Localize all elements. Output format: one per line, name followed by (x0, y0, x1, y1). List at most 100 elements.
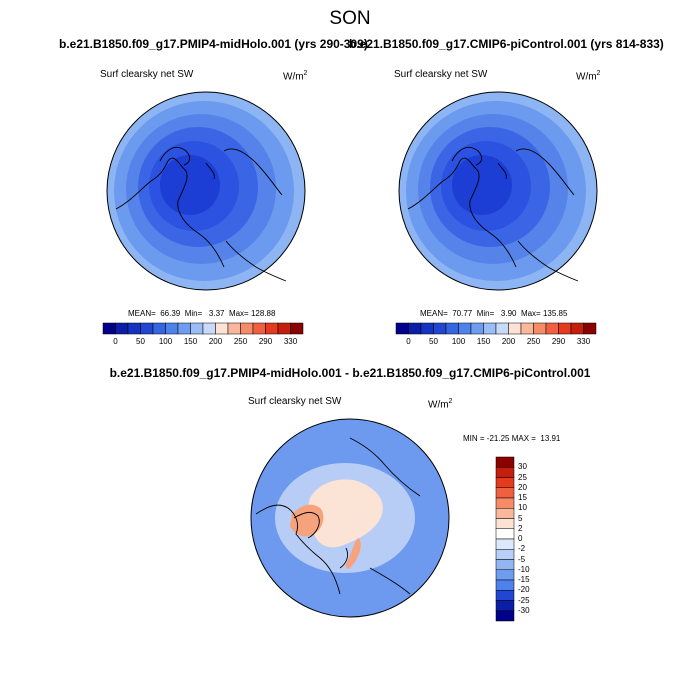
colorbar-tick-label: 250 (526, 337, 541, 346)
diff-units-text: W/m (428, 399, 449, 411)
colorbar-swatch (583, 322, 597, 335)
colorbar-swatch (570, 322, 584, 335)
right-units-text: W/m (576, 71, 597, 83)
colorbar-tick-label: 0 (518, 534, 523, 543)
colorbar-swatch (495, 477, 515, 488)
colorbar-swatch (495, 518, 515, 529)
colorbar-swatch (140, 322, 154, 335)
coastlines (115, 147, 287, 282)
coastlines (255, 437, 421, 595)
colorbar-swatch (152, 322, 166, 335)
colorbar-swatch (495, 590, 515, 601)
colorbar-swatch (495, 508, 515, 519)
colorbar-tick-label: -10 (518, 564, 530, 574)
colorbar-tick-label: 250 (233, 337, 248, 346)
colorbar-swatch (495, 579, 515, 591)
right-units-exp: 2 (596, 70, 601, 77)
colorbar-swatch (558, 322, 572, 335)
colorbar-swatch (545, 322, 559, 335)
colorbar-swatch (177, 322, 191, 335)
colorbar-swatch (495, 538, 515, 550)
colorbar-swatch (395, 322, 409, 335)
right-variable-label: Surf clearsky net SW (394, 69, 488, 80)
colorbar-tick-label: 30 (518, 462, 527, 472)
colorbar-tick-label: 50 (429, 337, 438, 346)
colorbar-tick-label: -5 (518, 554, 526, 564)
colorbar-tick-label: 100 (158, 337, 173, 346)
colorbar-swatch (520, 322, 534, 335)
colorbar-swatch (483, 322, 497, 335)
colorbar-tick-label: 200 (501, 337, 516, 346)
right-colorbar (395, 322, 597, 335)
colorbar-swatch (420, 322, 434, 335)
colorbar-swatch (470, 322, 484, 335)
colorbar-swatch (165, 322, 179, 335)
colorbar-swatch (265, 322, 279, 335)
left-polar-map (106, 91, 306, 291)
colorbar-swatch (433, 322, 447, 335)
colorbar-swatch (227, 322, 241, 335)
figure-title: SON (329, 8, 371, 29)
left-units-exp: 2 (303, 70, 308, 77)
diff-stats: MIN = -21.25 MAX = 13.91 (463, 434, 561, 443)
colorbar-tick-label: 330 (283, 337, 298, 346)
colorbar-swatch (495, 549, 515, 560)
colorbar-tick-label: 100 (451, 337, 466, 346)
colorbar-tick-label: -15 (518, 575, 530, 584)
colorbar-swatch (190, 322, 204, 335)
colorbar-tick-label: 200 (208, 337, 223, 346)
left-colorbar-labels: 0 50 100 150 200 250 290 330 (103, 337, 303, 349)
colorbar-tick-label: 15 (518, 493, 527, 502)
diff-variable-label: Surf clearsky net SW (248, 396, 342, 407)
colorbar-tick-label: 2 (518, 523, 523, 533)
left-stats: MEAN= 66.39 Min= 3.37 Max= 128.88 (128, 309, 276, 318)
colorbar-swatch (495, 559, 515, 570)
colorbar-tick-label: 150 (476, 337, 491, 346)
colorbar-tick-label: -20 (518, 585, 530, 595)
colorbar-tick-label: 10 (518, 503, 527, 513)
map-outline (398, 91, 598, 291)
colorbar-tick-label: 330 (576, 337, 591, 346)
diff-units-exp: 2 (448, 398, 453, 405)
map-outline (250, 418, 450, 618)
map-outline (106, 91, 306, 291)
colorbar-tick-label: 50 (136, 337, 145, 346)
colorbar-swatch (445, 322, 459, 335)
map-band-inner (160, 155, 220, 215)
map-band-inner (452, 155, 512, 215)
colorbar-swatch (495, 467, 515, 478)
colorbar-tick-label: 290 (551, 337, 566, 346)
diff-units-label: W/m2 (428, 398, 452, 410)
right-case-title: b.e21.B1850.f09_g17.CMIP6-piControl.001 … (349, 37, 664, 51)
colorbar-swatch (495, 569, 515, 581)
colorbar-swatch (102, 322, 116, 335)
colorbar-swatch (408, 322, 422, 335)
map-warm-region (290, 504, 324, 537)
colorbar-tick-label: 25 (518, 472, 527, 482)
colorbar-tick-label: 150 (183, 337, 198, 346)
difference-polar-map (250, 418, 450, 618)
colorbar-tick-label: 0 (113, 337, 118, 346)
colorbar-swatch (495, 610, 515, 622)
colorbar-swatch (508, 322, 522, 335)
colorbar-swatch (533, 322, 547, 335)
colorbar-swatch (215, 322, 229, 335)
colorbar-swatch (495, 528, 515, 540)
colorbar-tick-label: 20 (518, 482, 527, 492)
left-units-text: W/m (283, 71, 304, 83)
right-units-label: W/m2 (576, 70, 600, 82)
left-colorbar (102, 322, 304, 335)
colorbar-swatch (290, 322, 304, 335)
colorbar-tick-label: 5 (518, 513, 523, 523)
colorbar-swatch (115, 322, 129, 335)
left-case-title: b.e21.B1850.f09_g17.PMIP4-midHolo.001 (y… (59, 37, 368, 51)
right-colorbar-labels: 0 50 100 150 200 250 290 330 (396, 337, 596, 349)
map-warm-strip (345, 538, 361, 569)
colorbar-swatch (202, 322, 216, 335)
right-stats: MEAN= 70.77 Min= 3.90 Max= 135.85 (420, 309, 568, 318)
colorbar-tick-label: -2 (518, 544, 526, 554)
colorbar-tick-label: 0 (406, 337, 411, 346)
colorbar-tick-label: 290 (258, 337, 273, 346)
colorbar-swatch (495, 322, 509, 335)
coastlines (407, 147, 579, 282)
